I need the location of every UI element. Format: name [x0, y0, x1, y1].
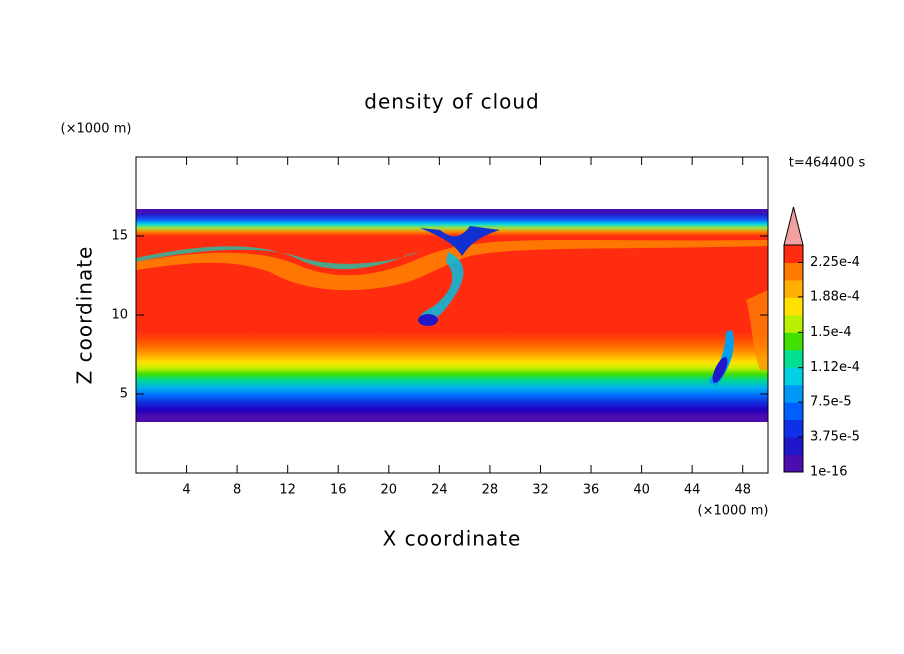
colorbar-band: [784, 314, 803, 333]
y-tick-label: 15: [111, 229, 128, 244]
x-tick-label: 44: [684, 483, 701, 498]
colorbar-band: [784, 349, 803, 368]
colorbar-frame: [783, 244, 804, 473]
colorbar-tick-label: 1.88e-4: [810, 289, 860, 304]
colorbar-band: [784, 454, 803, 473]
colorbar-tick-label: 7.5e-5: [810, 395, 852, 410]
colorbar-tick-label: 3.75e-5: [810, 430, 860, 445]
colorbar-band: [784, 402, 803, 421]
y-tick-label: 10: [111, 308, 128, 323]
x-tick-label: 28: [482, 483, 499, 498]
colorbar-extend: [783, 206, 804, 246]
time-label: t=464400 s: [789, 156, 866, 171]
y-axis-label: Z coordinate: [73, 246, 97, 385]
colorbar-band: [784, 384, 803, 403]
x-tick-label: 32: [532, 483, 549, 498]
x-unit: (×1000 m): [698, 504, 769, 519]
colorbar-band: [784, 245, 803, 263]
y-unit: (×1000 m): [61, 122, 132, 137]
colorbar-band: [784, 437, 803, 456]
colorbar-band: [784, 367, 803, 386]
x-tick-label: 24: [431, 483, 448, 498]
colorbar-tick-label: 1.12e-4: [810, 360, 860, 375]
colorbar-tick-label: 1e-16: [810, 465, 848, 480]
x-axis-label: X coordinate: [383, 527, 522, 551]
x-tick-label: 16: [330, 483, 347, 498]
x-tick-label: 40: [633, 483, 650, 498]
colorbar-band: [784, 419, 803, 438]
contour-field: [136, 209, 768, 422]
x-tick-label: 20: [381, 483, 398, 498]
colorbar-band: [784, 332, 803, 351]
colorbar-band: [784, 262, 803, 281]
colorbar-band: [784, 279, 803, 298]
x-tick-label: 36: [583, 483, 600, 498]
colorbar-tick-label: 1.5e-4: [810, 325, 852, 340]
x-tick-label: 48: [734, 483, 751, 498]
y-tick-label: 5: [120, 387, 128, 402]
x-tick-label: 12: [279, 483, 296, 498]
x-tick-label: 8: [233, 483, 241, 498]
colorbar-band: [784, 297, 803, 316]
colorbar-tick-label: 2.25e-4: [810, 255, 860, 270]
chart-title: density of cloud: [364, 90, 539, 114]
x-tick-label: 4: [182, 483, 190, 498]
